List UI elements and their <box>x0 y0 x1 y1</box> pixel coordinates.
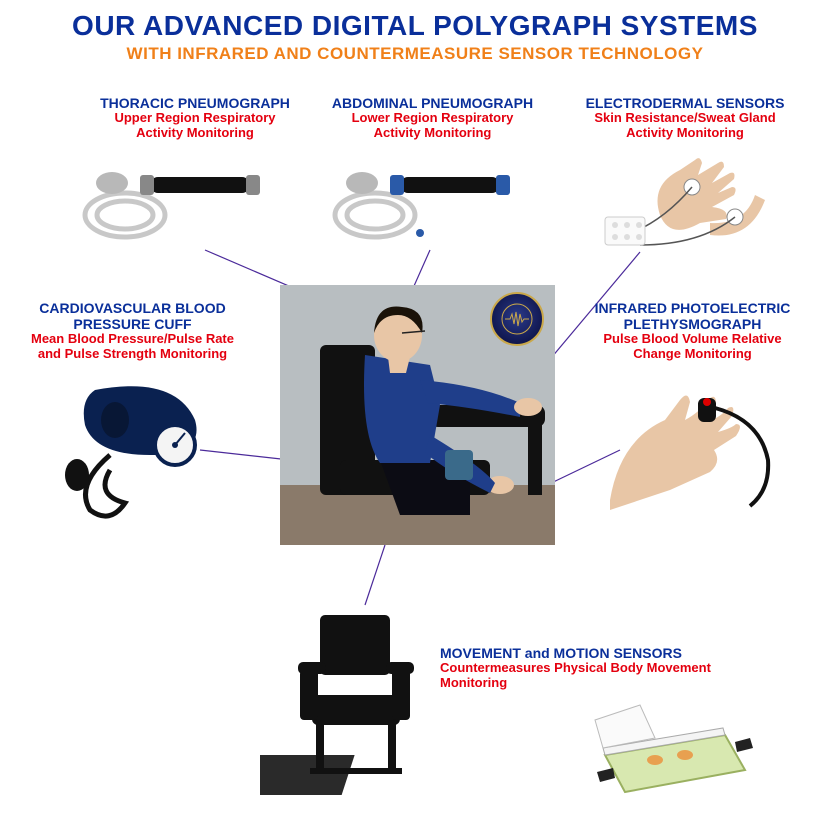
seal-badge-icon <box>490 292 544 346</box>
label-eda-desc2: Activity Monitoring <box>575 126 795 141</box>
label-abdominal: ABDOMINAL PNEUMOGRAPH Lower Region Respi… <box>325 95 540 141</box>
label-abdominal-title: ABDOMINAL PNEUMOGRAPH <box>325 95 540 111</box>
label-thoracic-desc2: Activity Monitoring <box>90 126 300 141</box>
ppg-sensor-image <box>610 380 775 510</box>
label-eda-desc1: Skin Resistance/Sweat Gland <box>575 111 795 126</box>
abdominal-pneumo-image <box>330 155 530 250</box>
label-ppg-desc2: Change Monitoring <box>585 347 800 362</box>
thoracic-pneumo-image <box>80 155 280 250</box>
eda-sensor-image <box>600 145 770 250</box>
motion-pad-image <box>585 700 755 800</box>
label-abdominal-desc2: Activity Monitoring <box>325 126 540 141</box>
label-bp-title: CARDIOVASCULAR BLOOD PRESSURE CUFF <box>25 300 240 332</box>
label-bp: CARDIOVASCULAR BLOOD PRESSURE CUFF Mean … <box>25 300 240 362</box>
label-ppg: INFRARED PHOTOELECTRIC PLETHYSMOGRAPH Pu… <box>585 300 800 362</box>
label-thoracic-desc1: Upper Region Respiratory <box>90 111 300 126</box>
label-motion: MOVEMENT and MOTION SENSORS Countermeasu… <box>440 645 780 691</box>
label-bp-desc2: and Pulse Strength Monitoring <box>25 347 240 362</box>
label-bp-desc1: Mean Blood Pressure/Pulse Rate <box>25 332 240 347</box>
header: OUR ADVANCED DIGITAL POLYGRAPH SYSTEMS W… <box>0 0 830 64</box>
line-motion <box>365 545 385 605</box>
motion-chair-image <box>260 600 440 800</box>
label-motion-desc1: Countermeasures Physical Body Movement M… <box>440 661 780 691</box>
label-ppg-desc1: Pulse Blood Volume Relative <box>585 332 800 347</box>
main-title: OUR ADVANCED DIGITAL POLYGRAPH SYSTEMS <box>0 10 830 42</box>
label-motion-title: MOVEMENT and MOTION SENSORS <box>440 645 780 661</box>
label-eda: ELECTRODERMAL SENSORS Skin Resistance/Sw… <box>575 95 795 141</box>
label-thoracic-title: THORACIC PNEUMOGRAPH <box>90 95 300 111</box>
label-eda-title: ELECTRODERMAL SENSORS <box>575 95 795 111</box>
label-abdominal-desc1: Lower Region Respiratory <box>325 111 540 126</box>
subtitle: WITH INFRARED AND COUNTERMEASURE SENSOR … <box>0 44 830 64</box>
label-thoracic: THORACIC PNEUMOGRAPH Upper Region Respir… <box>90 95 300 141</box>
bp-cuff-image <box>55 375 225 525</box>
label-ppg-title: INFRARED PHOTOELECTRIC PLETHYSMOGRAPH <box>585 300 800 332</box>
